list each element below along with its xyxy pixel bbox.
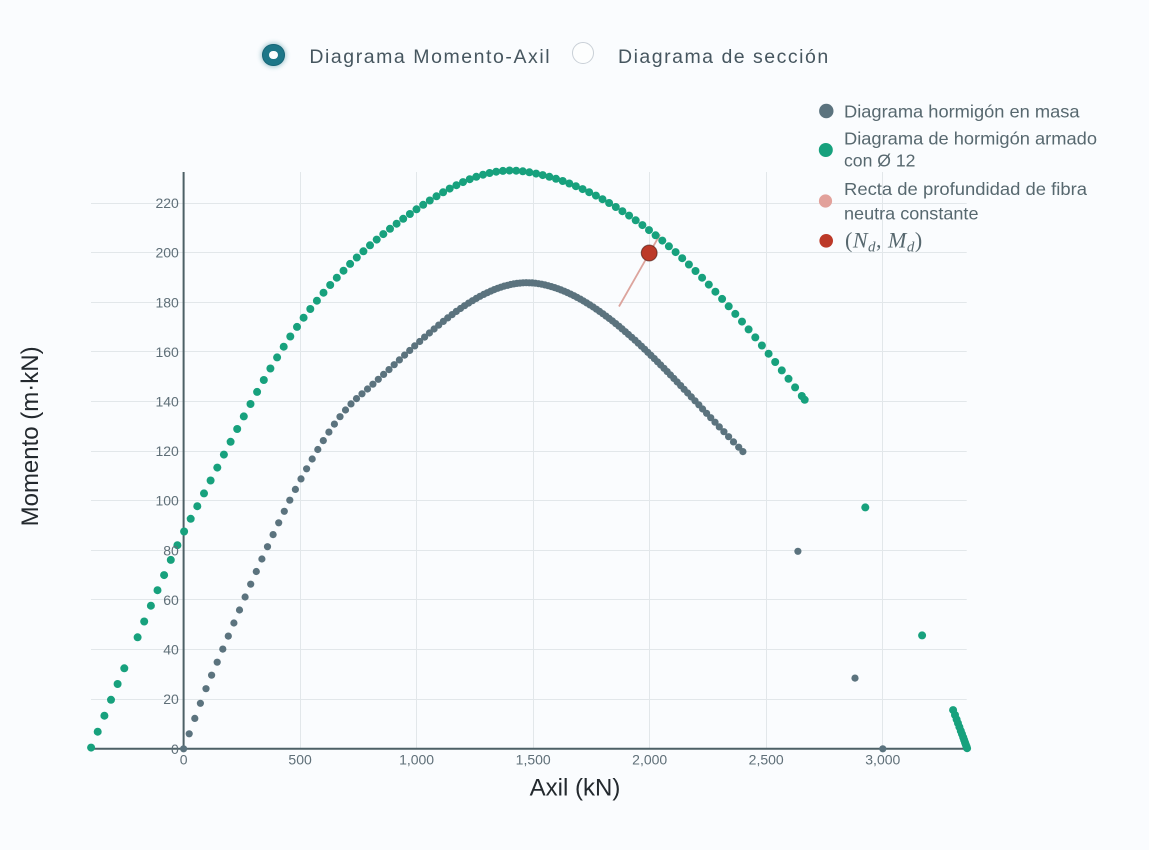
- svg-text:1,000: 1,000: [399, 752, 434, 768]
- svg-text:neutra constante: neutra constante: [844, 203, 979, 223]
- svg-text:3,000: 3,000: [865, 752, 900, 768]
- svg-text:(Nd, Md): (Nd, Md): [845, 227, 923, 255]
- svg-text:Recta de profundidad de fibra: Recta de profundidad de fibra: [844, 179, 1087, 199]
- svg-text:100: 100: [155, 493, 179, 509]
- svg-text:60: 60: [163, 592, 179, 608]
- svg-text:80: 80: [163, 542, 179, 558]
- svg-text:Axil (kN): Axil (kN): [530, 775, 621, 802]
- svg-text:20: 20: [163, 691, 179, 707]
- svg-text:con Ø 12: con Ø 12: [844, 151, 915, 171]
- svg-text:140: 140: [155, 394, 179, 410]
- svg-text:120: 120: [155, 443, 179, 459]
- svg-text:40: 40: [163, 642, 179, 658]
- svg-text:1,500: 1,500: [516, 752, 551, 768]
- svg-text:220: 220: [155, 195, 179, 211]
- svg-text:Diagrama hormigón en masa: Diagrama hormigón en masa: [844, 102, 1080, 122]
- svg-text:0: 0: [180, 752, 188, 768]
- svg-text:160: 160: [155, 344, 179, 360]
- svg-text:Diagrama de hormigón armado: Diagrama de hormigón armado: [844, 128, 1097, 148]
- svg-text:2,500: 2,500: [749, 752, 784, 768]
- svg-text:2,000: 2,000: [632, 752, 667, 768]
- svg-text:200: 200: [155, 245, 179, 261]
- svg-text:0: 0: [171, 741, 179, 757]
- svg-text:Momento (m·kN): Momento (m·kN): [17, 346, 44, 526]
- svg-text:500: 500: [288, 752, 312, 768]
- svg-text:180: 180: [155, 294, 179, 310]
